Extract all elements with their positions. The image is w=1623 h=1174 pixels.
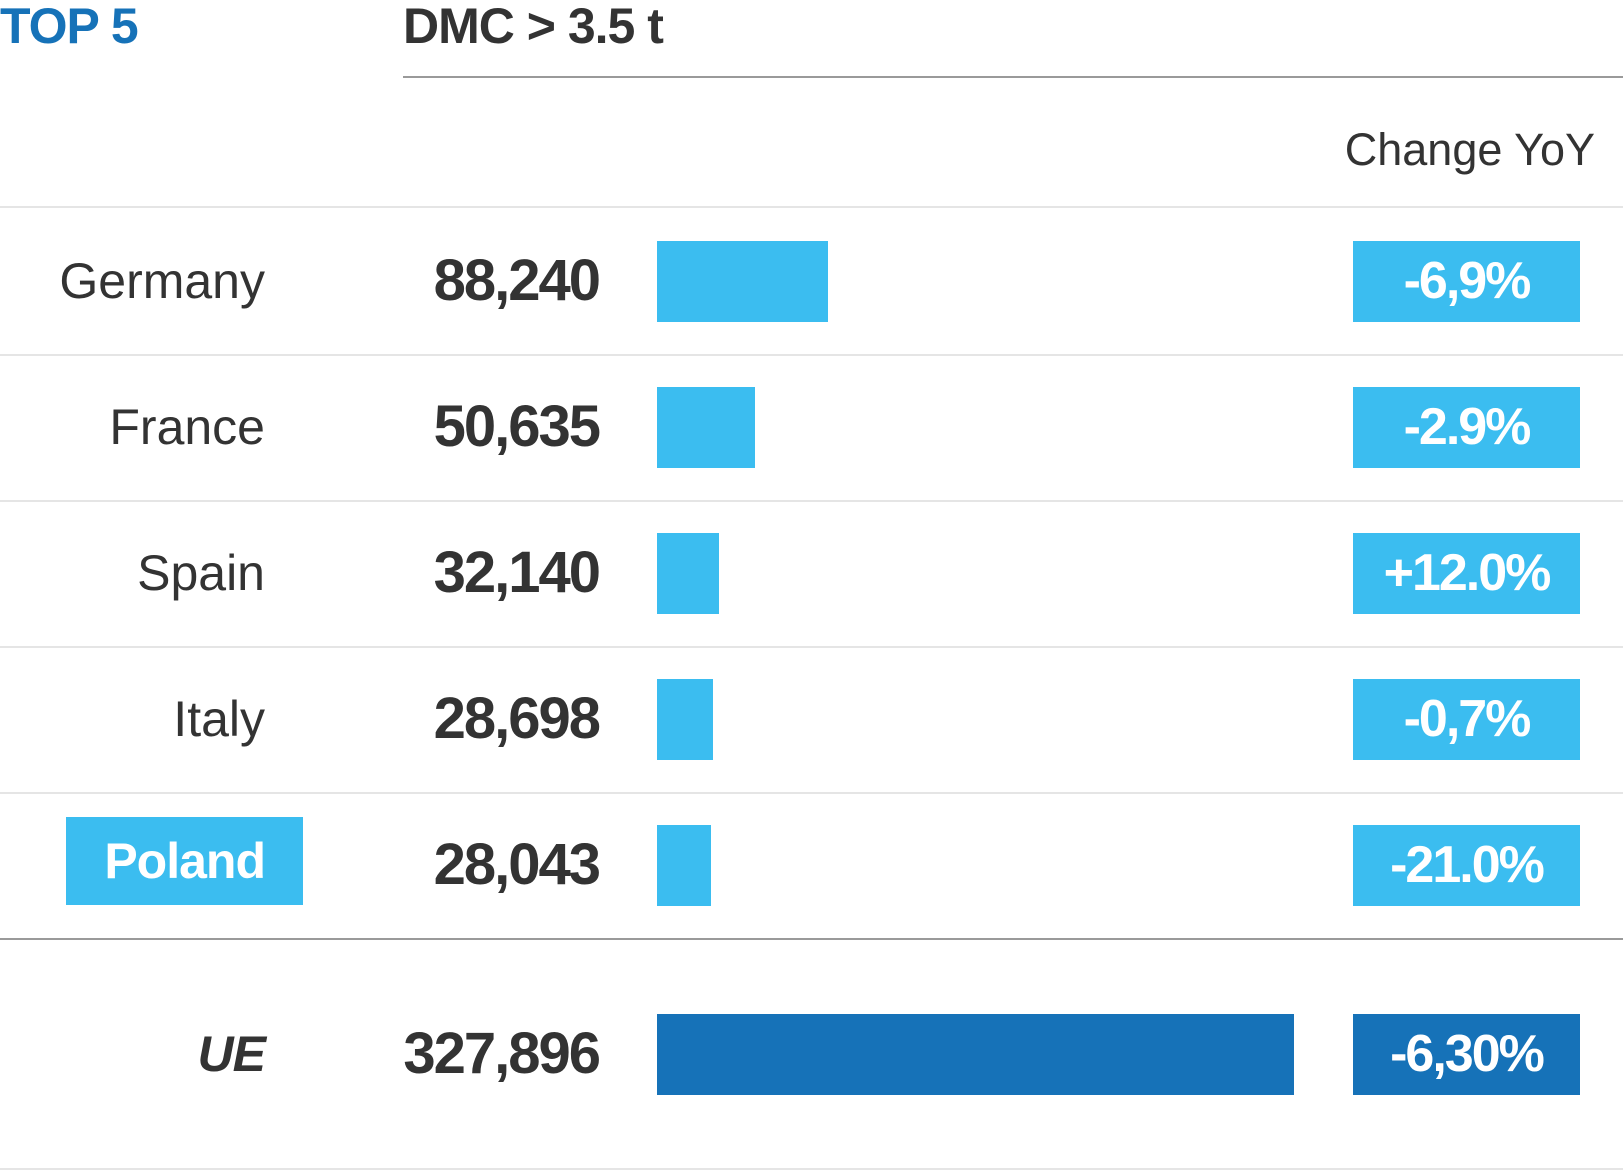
row-divider <box>0 792 1623 794</box>
bar-ue <box>657 1014 1294 1095</box>
row-divider <box>0 646 1623 648</box>
chart-row-ue: UE 327,896 -6,30% <box>0 981 1623 1127</box>
category-label-germany: Germany <box>59 253 265 309</box>
category-label-ue: UE <box>197 1026 266 1082</box>
category-label-poland: Poland <box>66 817 303 905</box>
value-label-germany: 88,240 <box>433 248 601 313</box>
category-label-spain: Spain <box>137 545 265 601</box>
header-divider <box>0 206 1623 208</box>
chart-row-spain: Spain 32,140 +12.0% <box>0 500 1623 646</box>
row-divider <box>0 500 1623 502</box>
bar-france <box>657 387 755 468</box>
row-divider <box>0 938 1623 940</box>
change-yoy-header: Change YoY <box>1344 124 1595 175</box>
change-yoy-badge-germany: -6,9% <box>1353 241 1580 322</box>
change-yoy-badge-ue: -6,30% <box>1353 1014 1580 1095</box>
change-yoy-badge-poland: -21.0% <box>1353 825 1580 906</box>
value-label-ue: 327,896 <box>403 1021 601 1086</box>
bar-italy <box>657 679 713 760</box>
bar-spain <box>657 533 719 614</box>
change-yoy-badge-italy: -0,7% <box>1353 679 1580 760</box>
bottom-divider <box>0 1168 1623 1170</box>
value-label-poland: 28,043 <box>433 832 601 897</box>
value-label-france: 50,635 <box>433 394 601 459</box>
chart-row-poland: Poland 28,043 -21.0% <box>0 792 1623 938</box>
category-label-italy: Italy <box>173 691 265 747</box>
chart-row-germany: Germany 88,240 -6,9% <box>0 208 1623 354</box>
brand-title: TOP 5 <box>0 0 139 54</box>
chart-row-italy: Italy 28,698 -0,7% <box>0 646 1623 792</box>
chart-title: DMC > 3.5 t <box>403 0 664 54</box>
row-divider <box>0 354 1623 356</box>
change-yoy-badge-spain: +12.0% <box>1353 533 1580 614</box>
category-label-france: France <box>109 399 265 455</box>
change-yoy-badge-france: -2.9% <box>1353 387 1580 468</box>
bar-germany <box>657 241 828 322</box>
chart-row-france: France 50,635 -2.9% <box>0 354 1623 500</box>
title-divider <box>403 76 1623 78</box>
value-label-spain: 32,140 <box>433 540 601 605</box>
bar-poland <box>657 825 711 906</box>
value-label-italy: 28,698 <box>433 686 601 751</box>
